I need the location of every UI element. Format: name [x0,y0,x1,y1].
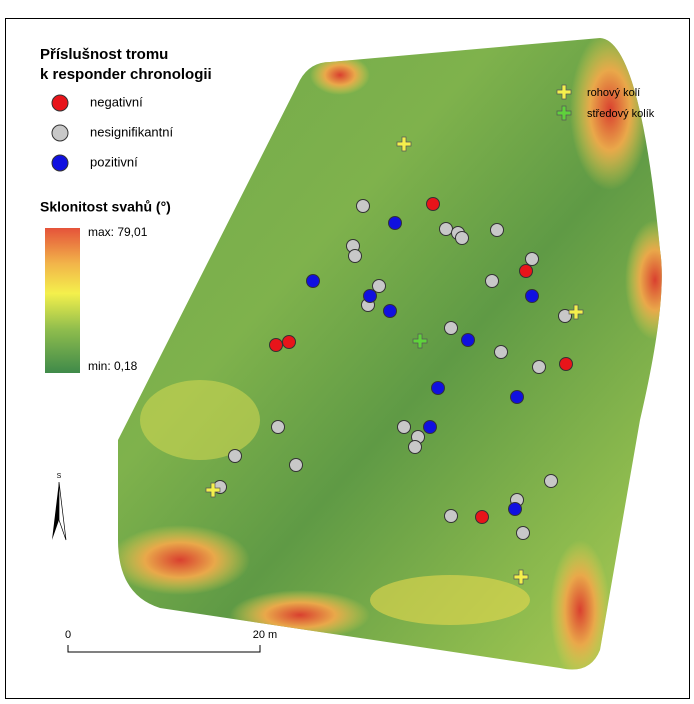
tree-point [384,305,397,318]
tree-point [357,200,370,213]
legend-label: rohový kolí [587,87,640,99]
tree-point [491,224,504,237]
scale-label: 20 m [253,629,277,641]
scale-label: 0 [65,629,71,641]
legend-symbol [52,95,68,111]
tree-point [462,334,475,347]
tree-point [495,346,508,359]
legend-label: negativní [90,94,143,109]
tree-point [283,336,296,349]
legend-label: nesignifikantní [90,124,173,139]
tree-point [229,450,242,463]
tree-point [486,275,499,288]
tree-point [349,250,362,263]
tree-point [445,322,458,335]
map-figure: Příslušnost tromu k responder chronologi… [0,0,694,699]
tree-point [533,361,546,374]
tree-point [509,503,522,516]
slope-max: max: 79,01 [88,225,148,239]
tree-point [517,527,530,540]
tree-point [440,223,453,236]
north-label: S [57,473,62,480]
tree-point [270,339,283,352]
tree-point [511,391,524,404]
tree-point [389,217,402,230]
legend-label: středový kolík [587,108,655,120]
tree-point [456,232,469,245]
tree-point [272,421,285,434]
tree-point [427,198,440,211]
slope-min: min: 0,18 [88,359,138,373]
legend-title: Příslušnost tromu [40,46,168,63]
tree-point [307,275,320,288]
legend-label: pozitivní [90,154,138,169]
tree-point [373,280,386,293]
tree-point [424,421,437,434]
tree-point [432,382,445,395]
legend-symbol [52,125,68,141]
tree-point [364,290,377,303]
tree-point [520,265,533,278]
slope-bar [45,228,80,373]
tree-point [526,290,539,303]
tree-point [476,511,489,524]
tree-point [545,475,558,488]
tree-point [526,253,539,266]
tree-point [560,358,573,371]
legend-symbol [52,155,68,171]
tree-point [290,459,303,472]
slope-title: Sklonitost svahů (°) [40,199,171,215]
tree-point [398,421,411,434]
tree-point [445,510,458,523]
legend-title: k responder chronologii [40,66,212,83]
tree-point [409,441,422,454]
